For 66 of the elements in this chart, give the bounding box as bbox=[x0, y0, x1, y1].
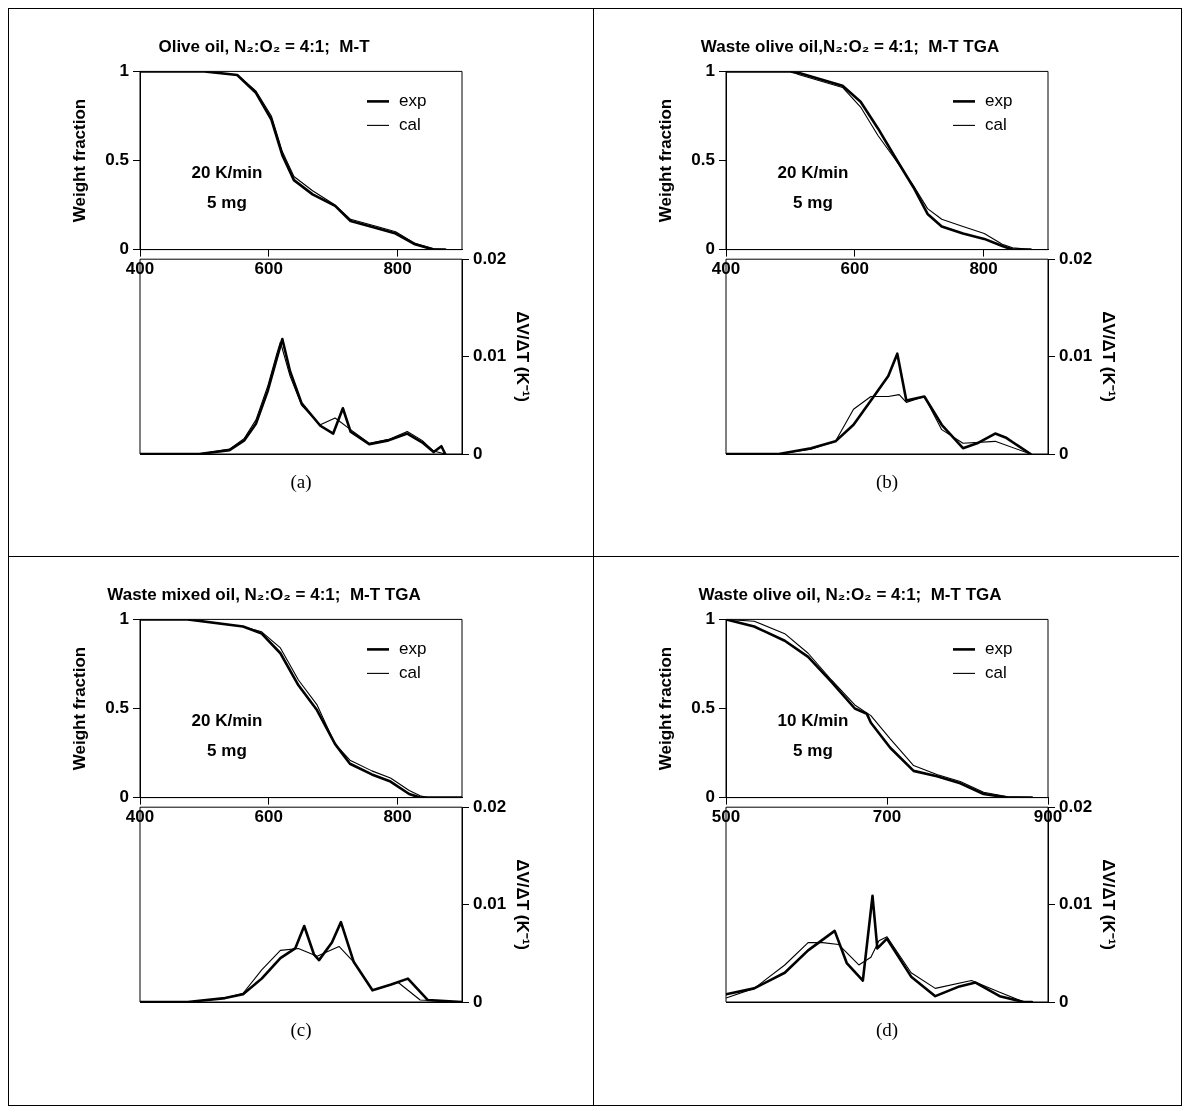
annotation: 5 mg bbox=[207, 192, 247, 212]
y2-tick-label: 0.02 bbox=[1058, 248, 1092, 268]
chart-title: Waste olive oil,N₂:O₂ = 4:1; M-T TGA bbox=[700, 36, 999, 56]
annotation: 20 K/min bbox=[191, 710, 263, 730]
y-tick-label: 0.5 bbox=[690, 150, 715, 170]
x-tick-label: 500 bbox=[711, 807, 740, 827]
text: (b) bbox=[875, 470, 898, 493]
y-axis-title: Weight fraction bbox=[69, 646, 89, 771]
y-tick-label: 0.5 bbox=[690, 698, 715, 718]
y2-tick-label: 0 bbox=[1058, 991, 1068, 1011]
y2-tick-label: 0 bbox=[473, 991, 483, 1011]
x-tick-label: 800 bbox=[383, 807, 412, 827]
x-tick-label: 400 bbox=[711, 259, 740, 279]
annotation: 5 mg bbox=[792, 740, 833, 760]
y-axis-title: Weight fraction bbox=[69, 98, 89, 223]
x-tick-label: 700 bbox=[872, 807, 901, 827]
legend-label: cal bbox=[984, 115, 1007, 135]
y-tick-label: 0 bbox=[705, 239, 715, 259]
y-axis-title: Weight fraction bbox=[655, 646, 675, 771]
annotation: 20 K/min bbox=[777, 162, 848, 182]
y2-axis-title: ΔV/ΔT (K⁻¹) bbox=[513, 311, 533, 403]
text: (a) bbox=[290, 470, 312, 493]
x-tick-label: 600 bbox=[254, 259, 283, 279]
annotation: 5 mg bbox=[792, 192, 833, 212]
legend-label: exp bbox=[399, 639, 427, 659]
y2-tick-label: 0.01 bbox=[473, 346, 507, 366]
legend-label: cal bbox=[399, 663, 421, 683]
legend-label: exp bbox=[984, 91, 1012, 111]
annotation: 10 K/min bbox=[777, 710, 848, 730]
y2-tick-label: 0.02 bbox=[473, 796, 507, 816]
y2-tick-label: 0.01 bbox=[1058, 894, 1092, 914]
text: (c) bbox=[290, 1018, 312, 1041]
annotation: 5 mg bbox=[207, 740, 247, 760]
x-tick-label: 800 bbox=[383, 259, 412, 279]
y2-tick-label: 0 bbox=[1058, 443, 1068, 463]
x-tick-label: 400 bbox=[125, 807, 155, 827]
legend-label: exp bbox=[984, 639, 1012, 659]
chart-title: Waste olive oil, N₂:O₂ = 4:1; M-T TGA bbox=[697, 584, 1002, 604]
text: (d) bbox=[875, 1018, 898, 1041]
x-tick-label: 600 bbox=[254, 807, 283, 827]
y2-axis-title: ΔV/ΔT (K⁻¹) bbox=[1098, 311, 1118, 403]
y-tick-label: 1 bbox=[119, 61, 129, 81]
legend-label: cal bbox=[984, 663, 1007, 683]
y-tick-label: 0.5 bbox=[105, 150, 129, 170]
x-tick-label: 800 bbox=[968, 259, 998, 279]
y2-axis-title: ΔV/ΔT (K⁻¹) bbox=[513, 859, 533, 951]
y-tick-label: 0 bbox=[705, 787, 715, 807]
y-tick-label: 1 bbox=[705, 61, 715, 81]
y2-axis-title: ΔV/ΔT (K⁻¹) bbox=[1098, 859, 1118, 951]
y2-tick-label: 0.02 bbox=[473, 248, 507, 268]
chart-title: Olive oil, N₂:O₂ = 4:1; M-T bbox=[158, 36, 371, 56]
chart-title: Waste mixed oil, N₂:O₂ = 4:1; M-T TGA bbox=[107, 584, 421, 604]
x-tick-label: 400 bbox=[125, 259, 155, 279]
y-tick-label: 0.5 bbox=[105, 698, 129, 718]
y2-tick-label: 0.01 bbox=[1058, 346, 1092, 366]
y2-tick-label: 0 bbox=[473, 443, 483, 463]
x-tick-label: 600 bbox=[840, 259, 869, 279]
y-tick-label: 1 bbox=[119, 609, 129, 629]
y-tick-label: 0 bbox=[119, 239, 129, 259]
legend-label: cal bbox=[399, 115, 421, 135]
y-axis-title: Weight fraction bbox=[655, 98, 675, 223]
y-tick-label: 1 bbox=[705, 609, 715, 629]
annotation: 20 K/min bbox=[191, 162, 263, 182]
y-tick-label: 0 bbox=[119, 787, 129, 807]
y2-tick-label: 0.01 bbox=[473, 894, 507, 914]
legend-label: exp bbox=[399, 91, 427, 111]
